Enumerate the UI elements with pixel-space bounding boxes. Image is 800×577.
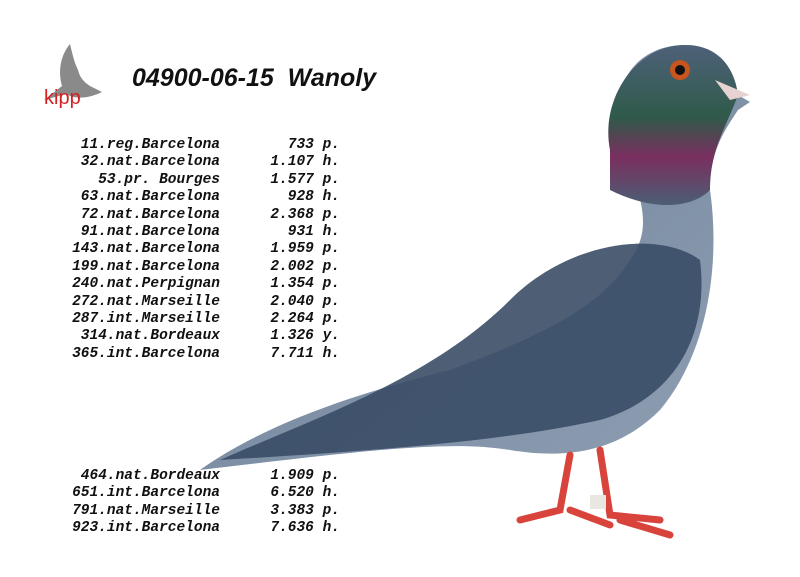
race-result: 1.959 p. xyxy=(270,241,340,258)
result-row: 365.int.Barcelona 7.711 h. xyxy=(30,346,340,363)
result-row: 272.nat.Marseille 2.040 p. xyxy=(30,294,340,311)
race-result: 931 h. xyxy=(287,223,340,240)
race-result: 3.383 p. xyxy=(270,502,340,519)
race-result: 2.368 p. xyxy=(270,206,340,223)
race-name: 11.reg.Barcelona xyxy=(80,137,220,153)
race-name: 287.int.Marseille xyxy=(72,310,220,327)
race-result: 733 p. xyxy=(287,137,340,153)
result-row: 240.nat.Perpignan 1.354 p. xyxy=(30,276,340,293)
race-result: 1.577 p. xyxy=(270,171,340,188)
result-row: 143.nat.Barcelona 1.959 p. xyxy=(30,241,340,258)
race-result: 2.002 p. xyxy=(270,258,340,275)
results-list-bottom: 464.nat.Bordeaux 1.909 p. 651.int.Barcelon… xyxy=(30,468,340,538)
race-result: 1.354 p. xyxy=(270,276,340,293)
kipp-logo: kipp xyxy=(44,44,102,109)
result-row: 199.nat.Barcelona 2.002 p. xyxy=(30,259,340,276)
race-name: 72.nat.Barcelona xyxy=(80,206,220,223)
race-result: 928 h. xyxy=(287,189,340,206)
race-result: 2.040 p. xyxy=(270,293,340,310)
race-result: 7.636 h. xyxy=(270,520,340,537)
race-name: 91.nat.Barcelona xyxy=(80,223,220,240)
result-row: 32.nat.Barcelona 1.107 h. xyxy=(30,154,340,171)
race-result: 1.909 p. xyxy=(270,468,340,484)
race-name: 32.nat.Barcelona xyxy=(80,154,220,171)
pigeon-title: 04900-06-15 Wanoly xyxy=(132,64,377,92)
result-row: 287.int.Marseille 2.264 p. xyxy=(30,311,340,328)
race-name: 272.nat.Marseille xyxy=(72,293,220,310)
result-row: 11.reg.Barcelona 733 p. xyxy=(30,137,340,154)
race-name: 651.int.Barcelona xyxy=(72,485,220,502)
race-result: 2.264 p. xyxy=(270,310,340,327)
svg-text:kipp: kipp xyxy=(44,87,81,109)
result-row: 63.nat.Barcelona 928 h. xyxy=(30,189,340,206)
race-result: 1.326 y. xyxy=(270,328,340,345)
race-name: 464.nat.Bordeaux xyxy=(80,468,220,484)
race-name: 923.int.Barcelona xyxy=(72,520,220,537)
results-list-top: 11.reg.Barcelona 733 p. 32.nat.Barcelona 1.… xyxy=(30,137,340,363)
result-row: 72.nat.Barcelona 2.368 p. xyxy=(30,207,340,224)
pigeon-image xyxy=(200,45,750,539)
race-name: 314.nat.Bordeaux xyxy=(80,328,220,345)
race-name: 791.nat.Marseille xyxy=(72,502,220,519)
result-row: 651.int.Barcelona 6.520 h. xyxy=(30,485,340,502)
result-row: 53.pr. Bourges 1.577 p. xyxy=(30,172,340,189)
race-name: 240.nat.Perpignan xyxy=(72,276,220,293)
race-name: 365.int.Barcelona xyxy=(72,345,220,362)
race-name: 63.nat.Barcelona xyxy=(80,189,220,206)
race-name: 53.pr. Bourges xyxy=(98,171,220,188)
race-name: 199.nat.Barcelona xyxy=(72,258,220,275)
result-row: 791.nat.Marseille 3.383 p. xyxy=(30,503,340,520)
race-name: 143.nat.Barcelona xyxy=(72,241,220,258)
race-result: 7.711 h. xyxy=(270,345,340,362)
result-row: 91.nat.Barcelona 931 h. xyxy=(30,224,340,241)
race-result: 6.520 h. xyxy=(270,485,340,502)
result-row: 464.nat.Bordeaux 1.909 p. xyxy=(30,468,340,485)
result-row: 923.int.Barcelona 7.636 h. xyxy=(30,520,340,537)
result-row: 314.nat.Bordeaux 1.326 y. xyxy=(30,328,340,345)
race-result: 1.107 h. xyxy=(270,154,340,171)
